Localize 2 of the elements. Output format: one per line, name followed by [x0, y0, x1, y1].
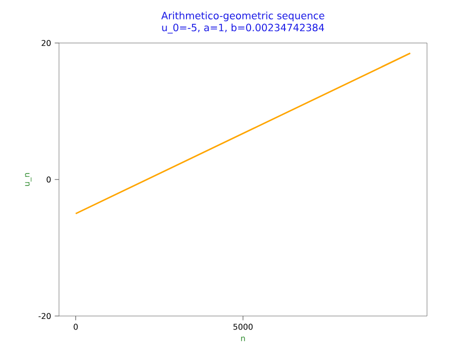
chart-title: Arithmetico-geometric sequence	[161, 12, 324, 22]
chart-subtitle: u_0=-5, a=1, b=0.00234742384	[162, 24, 324, 34]
